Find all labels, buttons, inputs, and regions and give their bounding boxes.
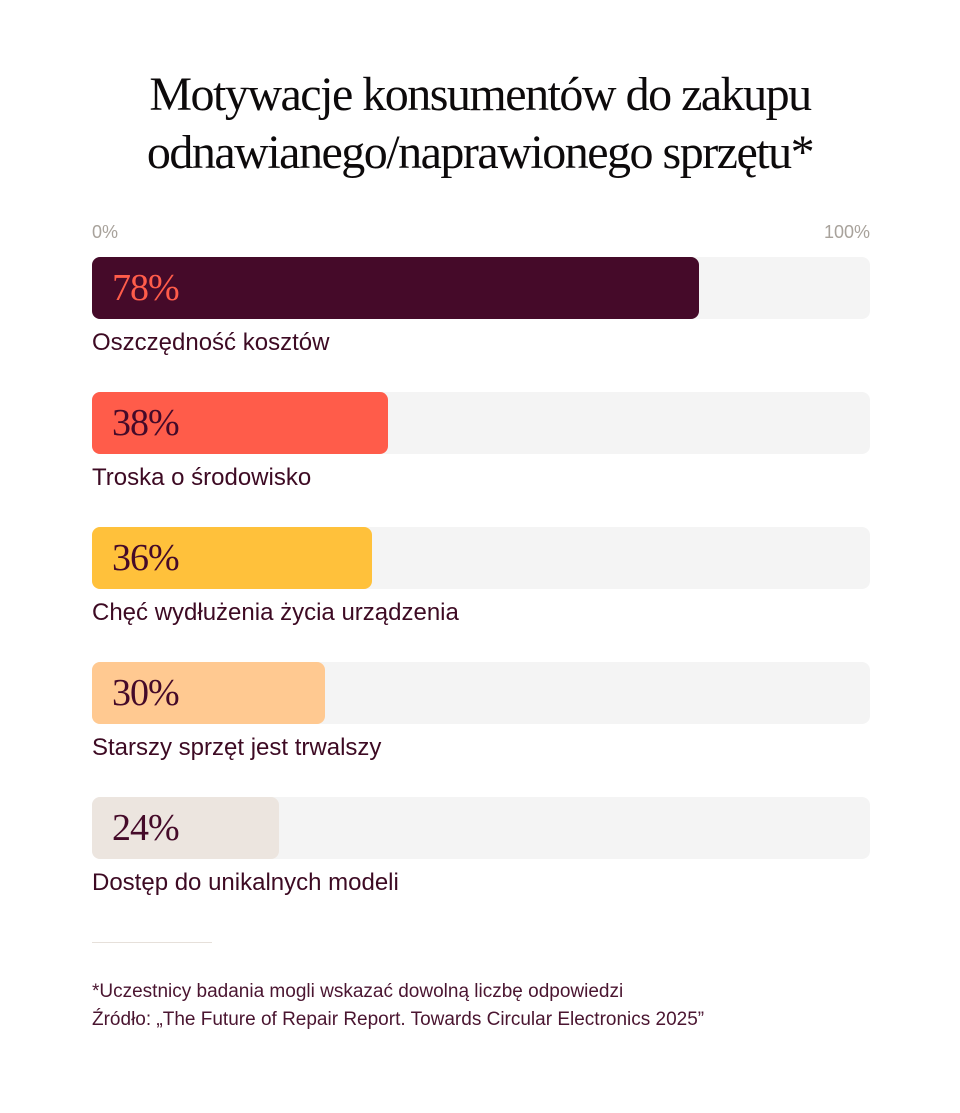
bar bbox=[92, 392, 388, 454]
bar bbox=[92, 257, 699, 319]
bar-track bbox=[92, 797, 870, 859]
bar bbox=[92, 797, 279, 859]
bar bbox=[92, 662, 325, 724]
chart-title: Motywacje konsumentów do zakupu odnawian… bbox=[0, 66, 960, 182]
footnote-source: Źródło: „The Future of Repair Report. To… bbox=[92, 1009, 705, 1030]
bar-track bbox=[92, 257, 870, 319]
footnote: *Uczestnicy badania mogli wskazać dowoln… bbox=[92, 978, 704, 1034]
bar-category-label: Chęć wydłużenia życia urządzenia bbox=[92, 599, 459, 626]
bar-value-label: 78% bbox=[112, 267, 180, 309]
axis-min-label: 0% bbox=[92, 222, 119, 242]
chart-title-line-2: odnawianego/naprawionego sprzętu* bbox=[146, 126, 815, 179]
bar-track bbox=[92, 527, 870, 589]
bar-track bbox=[92, 392, 870, 454]
bar bbox=[92, 527, 372, 589]
footnote-note: *Uczestnicy badania mogli wskazać dowoln… bbox=[92, 981, 624, 1002]
bar-category-label: Dostęp do unikalnych modeli bbox=[92, 869, 399, 896]
bar-category-label: Troska o środowisko bbox=[92, 464, 312, 491]
bar-value-label: 30% bbox=[112, 672, 180, 714]
footnote-divider bbox=[92, 942, 212, 943]
bar-value-label: 24% bbox=[112, 807, 180, 849]
bar-value-label: 38% bbox=[112, 402, 180, 444]
bar-track bbox=[92, 662, 870, 724]
chart-title-line-1: Motywacje konsumentów do zakupu bbox=[149, 68, 812, 121]
axis-max-label: 100% bbox=[823, 222, 870, 242]
bar-chart: 78% Oszczędność kosztów 38% Troska o środow… bbox=[92, 257, 870, 896]
bar-value-label: 36% bbox=[112, 537, 180, 579]
bar-category-label: Oszczędność kosztów bbox=[92, 329, 330, 356]
bar-category-label: Starszy sprzęt jest trwalszy bbox=[92, 734, 382, 761]
